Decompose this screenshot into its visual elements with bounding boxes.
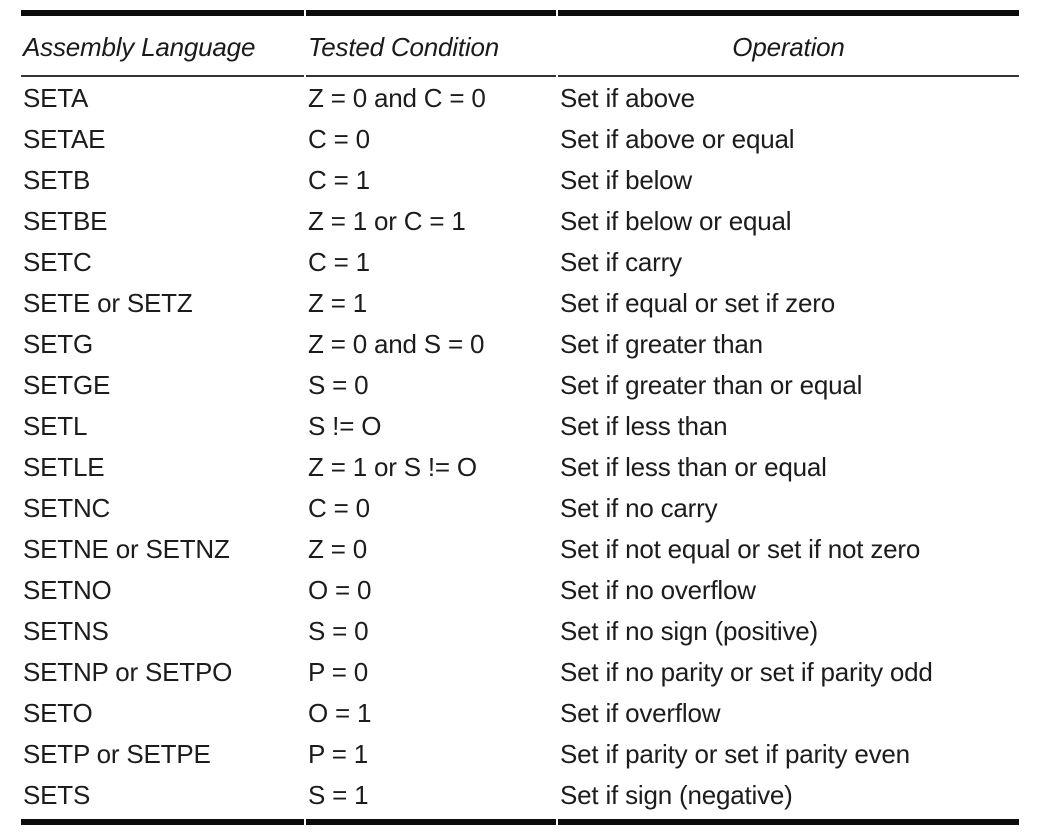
condition-cell: Z = 0: [308, 534, 367, 564]
operation-cell: Set if above or equal: [560, 124, 795, 154]
mnemonic-cell: SETS: [21, 774, 304, 825]
operation-cell: Set if not equal or set if not zero: [560, 534, 921, 564]
mnemonic-cell: SETNO: [23, 575, 112, 605]
table-row: SETE or SETZ Z = 1 Set if equal or set i…: [21, 282, 1019, 323]
table-row: SETC C = 1 Set if carry: [21, 241, 1019, 282]
condition-cell: C = 1: [308, 247, 370, 277]
table-row: SETO O = 1 Set if overflow: [21, 692, 1019, 733]
operation-cell: Set if no sign (positive): [560, 616, 819, 646]
table-row: SETGE S = 0 Set if greater than or equal: [21, 364, 1019, 405]
condition-cell: Z = 0 and C = 0: [308, 83, 486, 113]
setcc-instruction-table: Assembly Language Tested Condition Opera…: [19, 10, 1021, 825]
mnemonic-cell: SETGE: [23, 370, 111, 400]
mnemonic-cell: SETNC: [23, 493, 111, 523]
operation-cell: Set if greater than: [560, 329, 763, 359]
column-header-assembly-language: Assembly Language: [21, 10, 304, 77]
condition-cell: Z = 0 and S = 0: [308, 329, 485, 359]
condition-cell: O = 1: [308, 698, 372, 728]
mnemonic-cell: SETP or SETPE: [23, 739, 211, 769]
mnemonic-cell: SETC: [23, 247, 92, 277]
condition-cell: C = 0: [308, 493, 370, 523]
table-row: SETBE Z = 1 or C = 1 Set if below or equ…: [21, 200, 1019, 241]
operation-cell: Set if above: [560, 83, 695, 113]
operation-cell: Set if less than: [560, 411, 728, 441]
condition-cell: S = 0: [308, 616, 369, 646]
operation-cell: Set if sign (negative): [558, 774, 1019, 825]
mnemonic-cell: SETE or SETZ: [23, 288, 193, 318]
table-row: SETNE or SETNZ Z = 0 Set if not equal or…: [21, 528, 1019, 569]
operation-cell: Set if parity or set if parity even: [560, 739, 910, 769]
operation-cell: Set if below or equal: [560, 206, 792, 236]
condition-cell: O = 0: [308, 575, 372, 605]
condition-cell: C = 0: [308, 124, 370, 154]
mnemonic-cell: SETAE: [23, 124, 106, 154]
table-row: SETNO O = 0 Set if no overflow: [21, 569, 1019, 610]
condition-cell: S = 1: [306, 774, 556, 825]
condition-cell: Z = 1: [308, 288, 367, 318]
table-row: SETS S = 1 Set if sign (negative): [21, 774, 1019, 825]
table-row: SETA Z = 0 and C = 0 Set if above: [21, 77, 1019, 118]
mnemonic-cell: SETO: [23, 698, 93, 728]
operation-cell: Set if below: [560, 165, 693, 195]
mnemonic-cell: SETNS: [23, 616, 109, 646]
table-row: SETNS S = 0 Set if no sign (positive): [21, 610, 1019, 651]
condition-cell: S != O: [308, 411, 382, 441]
operation-cell: Set if equal or set if zero: [560, 288, 835, 318]
table-header-row: Assembly Language Tested Condition Opera…: [21, 10, 1019, 77]
table-row: SETAE C = 0 Set if above or equal: [21, 118, 1019, 159]
condition-cell: P = 0: [308, 657, 368, 687]
table-row: SETB C = 1 Set if below: [21, 159, 1019, 200]
mnemonic-cell: SETNE or SETNZ: [23, 534, 230, 564]
table-row: SETLE Z = 1 or S != O Set if less than o…: [21, 446, 1019, 487]
operation-cell: Set if no overflow: [560, 575, 756, 605]
column-header-operation: Operation: [558, 10, 1019, 77]
condition-cell: Z = 1 or S != O: [308, 452, 477, 482]
mnemonic-cell: SETG: [23, 329, 93, 359]
condition-cell: S = 0: [308, 370, 369, 400]
mnemonic-cell: SETB: [23, 165, 91, 195]
operation-cell: Set if overflow: [560, 698, 721, 728]
operation-cell: Set if less than or equal: [560, 452, 827, 482]
operation-cell: Set if carry: [560, 247, 682, 277]
table-row: SETNC C = 0 Set if no carry: [21, 487, 1019, 528]
table-row: SETNP or SETPO P = 0 Set if no parity or…: [21, 651, 1019, 692]
table-row: SETP or SETPE P = 1 Set if parity or set…: [21, 733, 1019, 774]
mnemonic-cell: SETL: [23, 411, 88, 441]
table-row: SETG Z = 0 and S = 0 Set if greater than: [21, 323, 1019, 364]
condition-cell: C = 1: [308, 165, 370, 195]
mnemonic-cell: SETLE: [23, 452, 105, 482]
table-row: SETL S != O Set if less than: [21, 405, 1019, 446]
operation-cell: Set if no carry: [560, 493, 718, 523]
column-header-tested-condition: Tested Condition: [306, 10, 556, 77]
condition-cell: Z = 1 or C = 1: [308, 206, 466, 236]
operation-cell: Set if greater than or equal: [560, 370, 863, 400]
operation-cell: Set if no parity or set if parity odd: [560, 657, 933, 687]
mnemonic-cell: SETA: [23, 83, 89, 113]
mnemonic-cell: SETBE: [23, 206, 108, 236]
mnemonic-cell: SETNP or SETPO: [23, 657, 233, 687]
condition-cell: P = 1: [308, 739, 368, 769]
